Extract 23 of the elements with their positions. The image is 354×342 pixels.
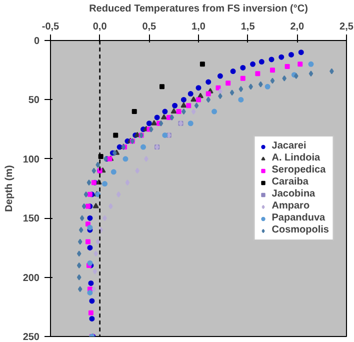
y-tick-label: 200: [22, 272, 40, 284]
y-tick-label: 150: [22, 214, 40, 225]
y-tick-label: 0: [34, 36, 40, 47]
x-tick-label: 2,0: [290, 22, 305, 32]
legend-label: Jacarei: [272, 140, 306, 152]
y-tick-label: 250: [22, 332, 40, 342]
legend-label: Jacobina: [272, 188, 316, 200]
legend-label: Seropedica: [272, 164, 326, 176]
legend-label: Caraiba: [272, 176, 308, 188]
x-tick-label: 0,0: [92, 22, 108, 32]
y-axis-title: Depth (m): [4, 165, 15, 212]
x-axis-title: Reduced Temperatures from FS inversion (°C): [89, 4, 308, 14]
x-tick-label: -0,5: [42, 22, 60, 32]
x-tick-label: 1,0: [192, 22, 206, 32]
y-tick-label: 100: [22, 154, 40, 166]
legend-label: A. Lindoia: [272, 152, 320, 164]
x-tick-label: 2,5: [340, 22, 354, 32]
x-tick-label: 0,5: [142, 22, 157, 32]
legend-label: Cosmopolis: [272, 224, 329, 236]
legend-label: Amparo: [272, 200, 310, 212]
x-tick-label: 1,5: [240, 22, 256, 32]
y-tick-label: 50: [28, 95, 40, 106]
legend-label: Papanduva: [272, 212, 326, 224]
